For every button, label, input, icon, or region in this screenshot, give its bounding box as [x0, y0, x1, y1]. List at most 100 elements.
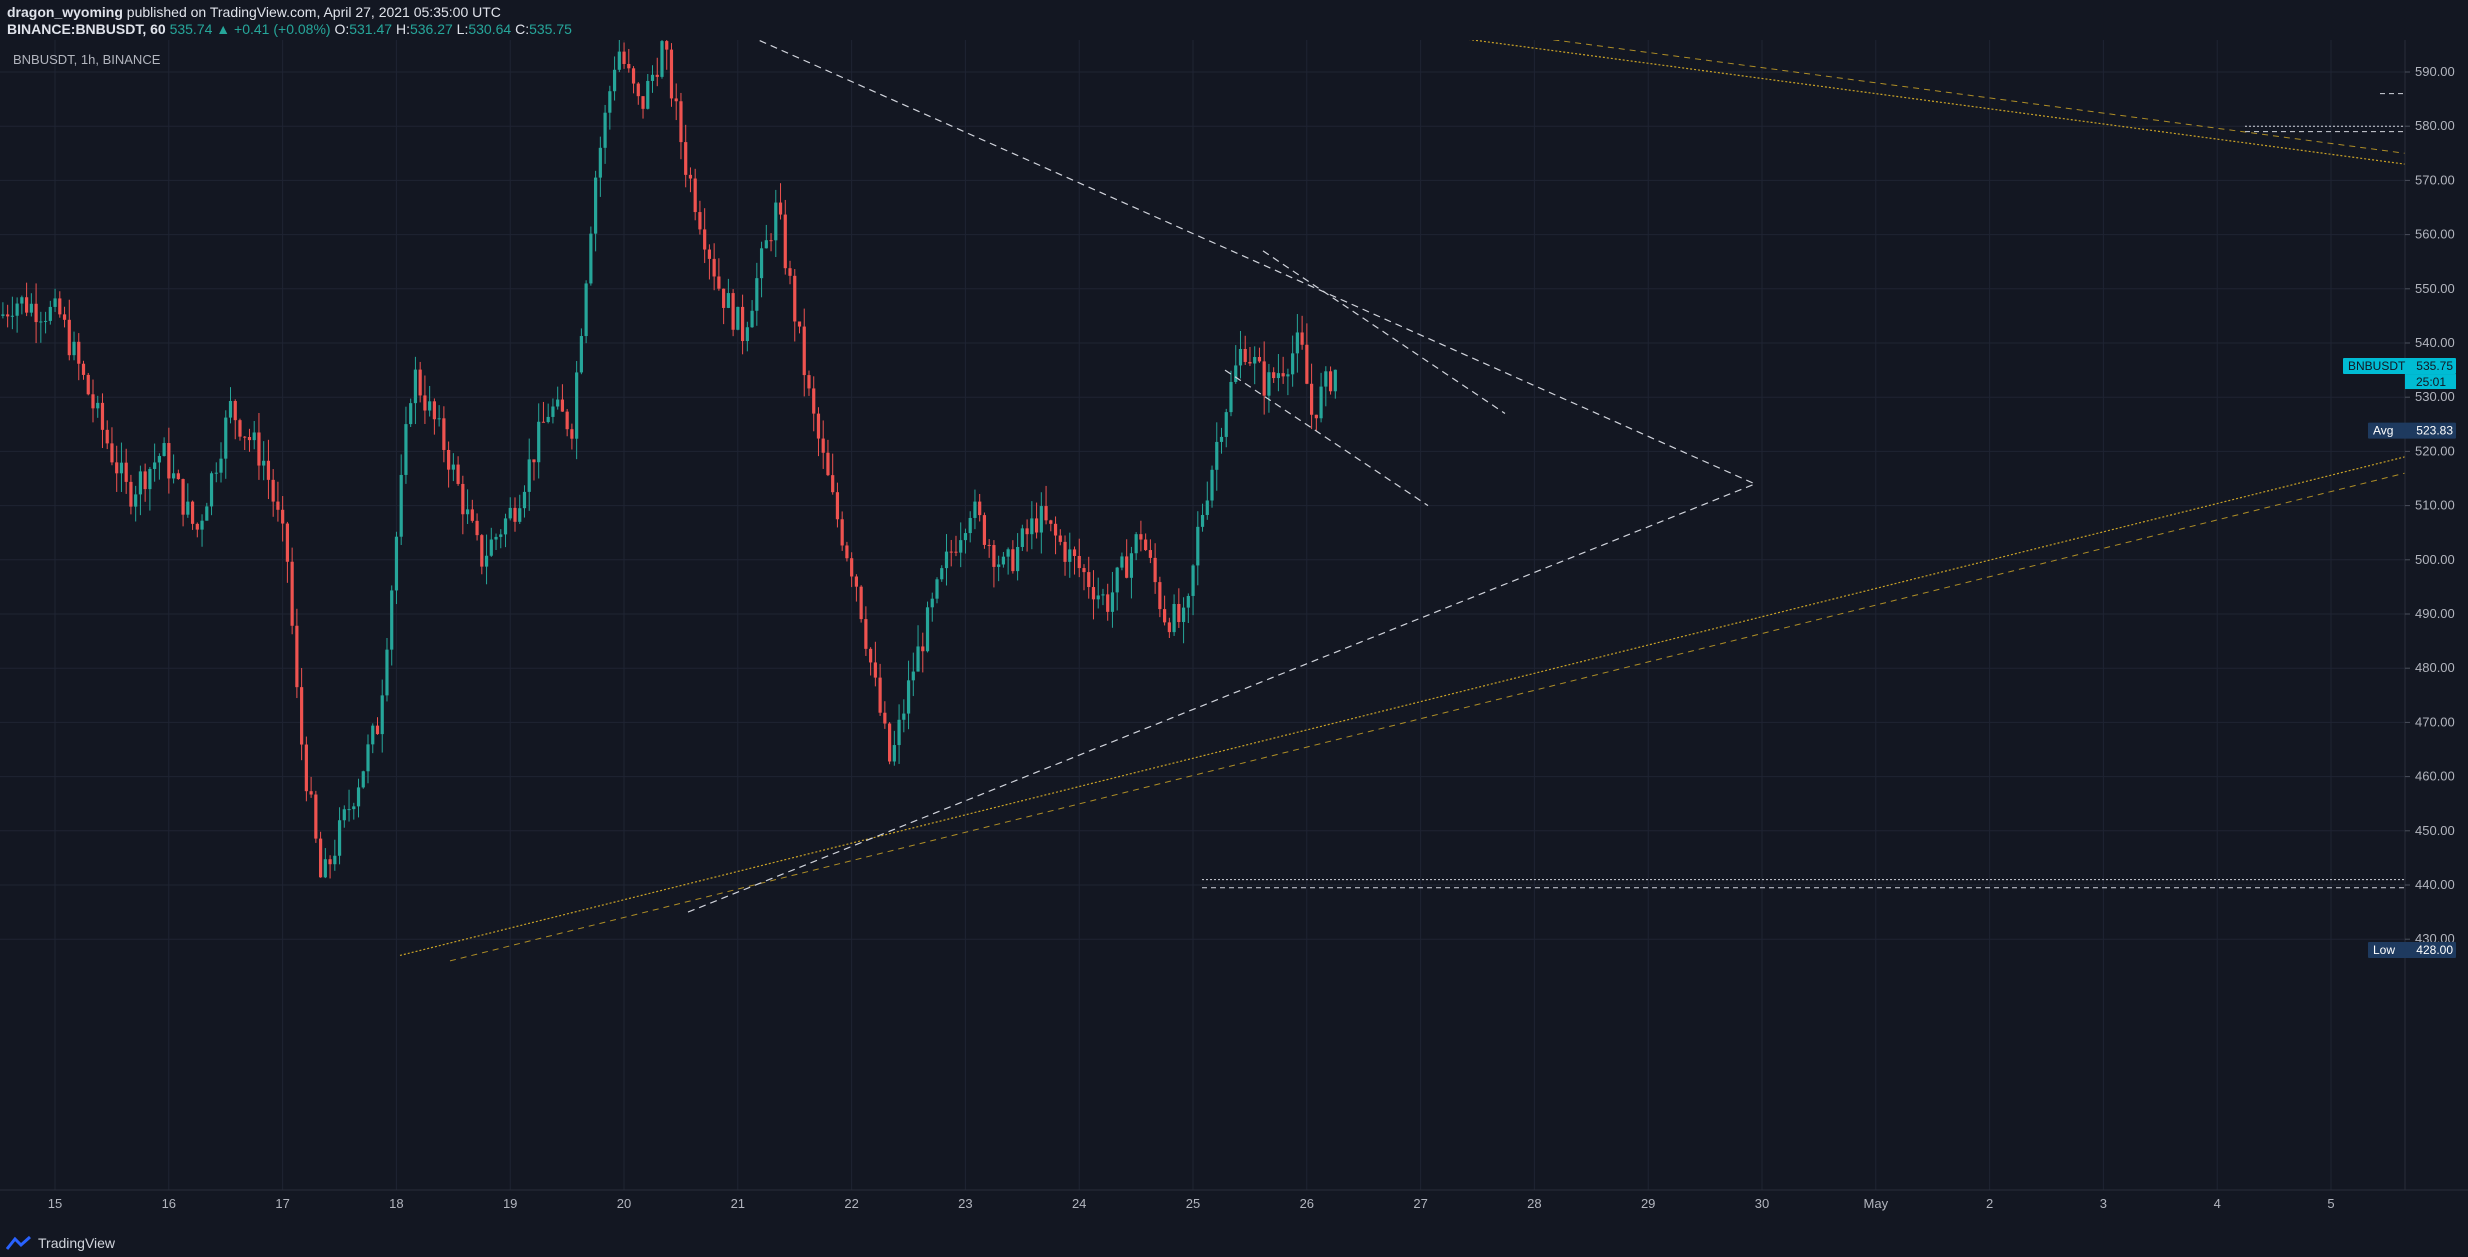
candle-body[interactable] — [15, 303, 19, 316]
candle-body[interactable] — [1300, 332, 1304, 345]
candle-body[interactable] — [992, 545, 996, 567]
candle-body[interactable] — [1068, 549, 1072, 562]
candle-body[interactable] — [579, 336, 583, 373]
candle-body[interactable] — [29, 303, 33, 313]
candle-body[interactable] — [1163, 609, 1167, 623]
candle-body[interactable] — [1328, 371, 1333, 392]
candle-body[interactable] — [138, 471, 143, 495]
candle-body[interactable] — [826, 452, 830, 476]
candle-body[interactable] — [1144, 539, 1148, 551]
candle-body[interactable] — [300, 687, 304, 745]
candle-body[interactable] — [878, 677, 882, 713]
candle-body[interactable] — [243, 436, 247, 438]
candle-body[interactable] — [451, 464, 455, 470]
candle-body[interactable] — [973, 501, 977, 518]
candle-body[interactable] — [233, 400, 237, 421]
candle-body[interactable] — [778, 202, 783, 215]
candle-body[interactable] — [802, 326, 806, 376]
candle-body[interactable] — [1158, 582, 1162, 610]
candle-body[interactable] — [465, 509, 470, 515]
candle-body[interactable] — [257, 432, 261, 466]
candle-body[interactable] — [295, 625, 299, 688]
candle-body[interactable] — [968, 517, 972, 534]
candle-body[interactable] — [584, 283, 588, 337]
candle-body[interactable] — [978, 501, 982, 516]
candle-body[interactable] — [1200, 514, 1205, 527]
candle-body[interactable] — [43, 320, 48, 322]
candle-body[interactable] — [546, 416, 550, 423]
candle-body[interactable] — [304, 744, 308, 792]
candle-body[interactable] — [1253, 356, 1257, 364]
candle-body[interactable] — [1115, 567, 1119, 593]
candle-body[interactable] — [902, 713, 906, 720]
candle-body[interactable] — [96, 402, 100, 409]
candle-body[interactable] — [575, 372, 579, 439]
candle-body[interactable] — [1224, 412, 1228, 437]
candle-body[interactable] — [499, 534, 503, 537]
candle-body[interactable] — [437, 418, 441, 420]
candle-body[interactable] — [456, 464, 460, 484]
candle-body[interactable] — [1120, 556, 1124, 568]
candle-body[interactable] — [1314, 414, 1318, 419]
price-chart[interactable]: 630.00620.00610.00600.00590.00580.00570.… — [0, 40, 2468, 1232]
candle-body[interactable] — [755, 278, 759, 311]
candle-body[interactable] — [489, 539, 493, 556]
candle-body[interactable] — [897, 719, 901, 746]
candle-body[interactable] — [1291, 353, 1295, 375]
candle-body[interactable] — [987, 544, 991, 546]
candle-body[interactable] — [62, 314, 67, 320]
candle-body[interactable] — [494, 536, 498, 540]
candle-body[interactable] — [774, 202, 778, 241]
candle-body[interactable] — [1006, 549, 1010, 557]
candle-body[interactable] — [603, 112, 607, 148]
candle-body[interactable] — [665, 41, 669, 50]
candle-body[interactable] — [214, 472, 218, 474]
candle-body[interactable] — [503, 518, 508, 535]
candle-body[interactable] — [323, 859, 327, 878]
tradingview-brand[interactable]: TradingView — [6, 1235, 115, 1251]
candle-body[interactable] — [821, 438, 825, 453]
candle-body[interactable] — [736, 306, 740, 330]
candle-body[interactable] — [409, 403, 413, 425]
candle-body[interactable] — [290, 561, 294, 626]
chart-drawings[interactable] — [5, 40, 2406, 962]
candle-body[interactable] — [413, 369, 418, 404]
candle-body[interactable] — [541, 421, 546, 423]
candle-body[interactable] — [831, 475, 835, 493]
candle-body[interactable] — [944, 551, 949, 569]
candlestick-series[interactable] — [1, 40, 1337, 879]
candle-body[interactable] — [1101, 594, 1105, 596]
candle-body[interactable] — [1072, 549, 1077, 556]
candle-body[interactable] — [1082, 568, 1086, 573]
candle-body[interactable] — [594, 177, 598, 234]
candle-body[interactable] — [518, 508, 522, 522]
candle-body[interactable] — [887, 723, 892, 762]
candle-body[interactable] — [228, 400, 233, 418]
candle-body[interactable] — [522, 491, 527, 509]
candle-body[interactable] — [816, 413, 821, 439]
candle-body[interactable] — [480, 535, 484, 567]
candle-body[interactable] — [129, 481, 133, 507]
candle-body[interactable] — [1030, 518, 1034, 535]
candle-body[interactable] — [921, 646, 925, 652]
candle-body[interactable] — [655, 74, 659, 77]
candle-body[interactable] — [110, 443, 114, 463]
candle-body[interactable] — [1281, 373, 1285, 377]
candle-body[interactable] — [1053, 523, 1058, 536]
candle-body[interactable] — [722, 288, 726, 308]
candle-body[interactable] — [119, 462, 124, 474]
candle-body[interactable] — [750, 310, 754, 328]
author-name[interactable]: dragon_wyoming — [7, 4, 123, 20]
candle-body[interactable] — [906, 680, 911, 714]
candle-body[interactable] — [636, 83, 640, 97]
candle-body[interactable] — [532, 459, 536, 463]
candle-body[interactable] — [1238, 348, 1243, 366]
candle-body[interactable] — [1049, 520, 1053, 524]
candle-body[interactable] — [252, 432, 256, 441]
candle-body[interactable] — [788, 268, 792, 276]
candle-body[interactable] — [1172, 603, 1176, 633]
candle-body[interactable] — [148, 468, 152, 490]
candle-body[interactable] — [1319, 386, 1323, 419]
candle-body[interactable] — [764, 240, 768, 249]
candle-body[interactable] — [1058, 535, 1062, 542]
